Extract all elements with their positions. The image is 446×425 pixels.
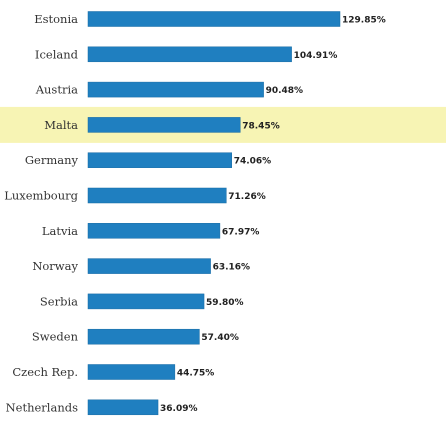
bar-norway[interactable] — [87, 258, 211, 274]
category-label-luxembourg: Luxembourg — [4, 189, 78, 203]
category-label-norway: Norway — [32, 259, 78, 273]
bar-luxembourg[interactable] — [87, 187, 227, 204]
value-label-iceland: 104.91% — [294, 51, 338, 61]
bar-sweden[interactable] — [87, 328, 200, 345]
bar-germany[interactable] — [87, 152, 232, 168]
category-label-austria: Austria — [35, 83, 78, 97]
category-label-czech-rep: Czech Rep. — [12, 365, 78, 379]
value-label-latvia: 67.97% — [222, 227, 259, 237]
category-label-latvia: Latvia — [42, 224, 78, 238]
value-label-sweden: 57.40% — [201, 333, 239, 343]
value-label-netherlands: 36.09% — [160, 404, 198, 414]
value-label-czech-rep: 44.75% — [177, 369, 215, 379]
bar-austria[interactable] — [87, 81, 264, 98]
value-label-norway: 63.16% — [213, 263, 251, 273]
value-label-estonia: 129.85% — [342, 16, 386, 26]
value-label-germany: 74.06% — [234, 157, 272, 167]
bar-malta[interactable] — [87, 117, 241, 133]
category-label-netherlands: Netherlands — [6, 400, 79, 414]
bar-netherlands[interactable] — [87, 399, 159, 416]
category-label-estonia: Estonia — [34, 12, 78, 26]
bar-latvia[interactable] — [87, 223, 221, 239]
value-label-serbia: 59.80% — [206, 298, 244, 308]
category-label-sweden: Sweden — [32, 330, 79, 344]
value-label-austria: 90.48% — [266, 86, 304, 96]
category-label-iceland: Iceland — [35, 47, 79, 61]
category-label-germany: Germany — [25, 153, 79, 167]
bar-iceland[interactable] — [87, 46, 292, 63]
category-label-malta: Malta — [44, 118, 78, 132]
bar-serbia[interactable] — [87, 293, 205, 310]
bar-czech-rep[interactable] — [87, 364, 176, 380]
category-label-serbia: Serbia — [40, 294, 78, 308]
bar-estonia[interactable] — [87, 11, 341, 27]
value-label-malta: 78.45% — [242, 121, 280, 131]
value-label-luxembourg: 71.26% — [228, 192, 266, 202]
